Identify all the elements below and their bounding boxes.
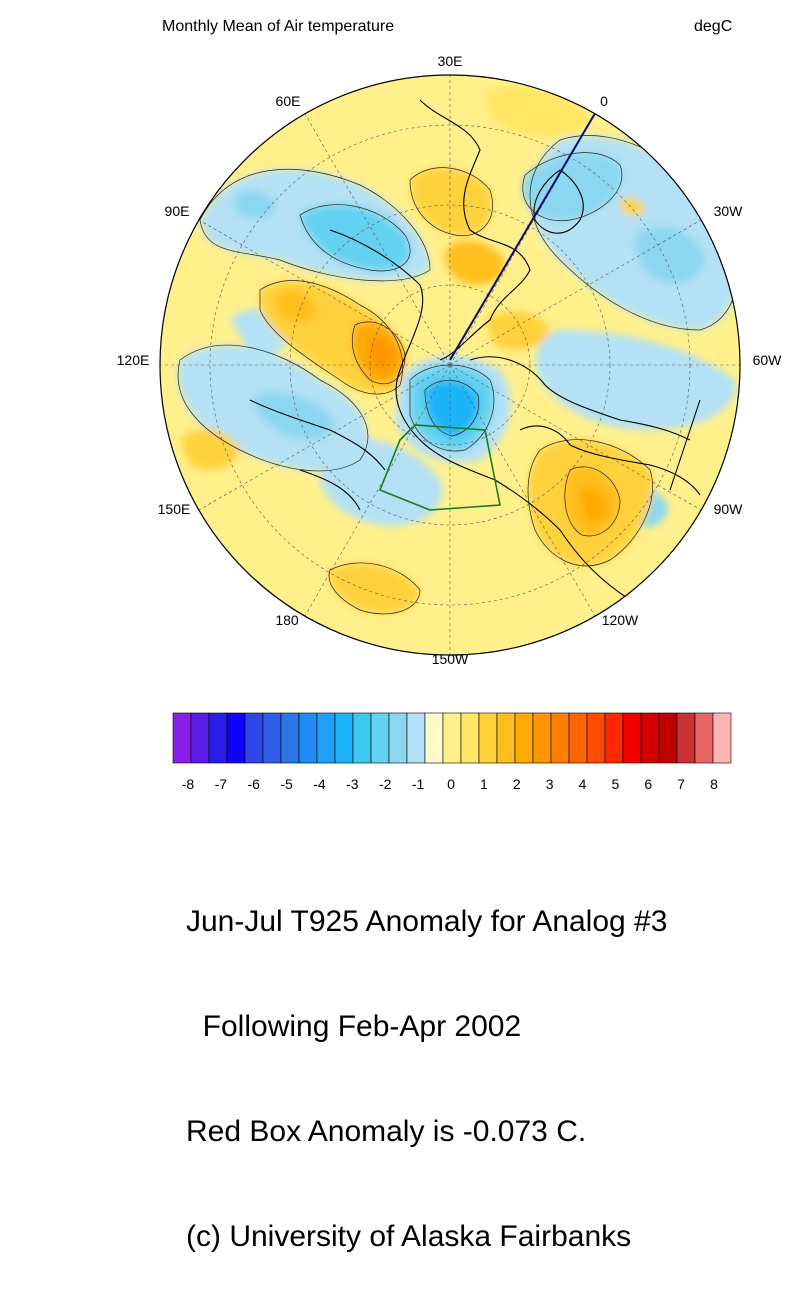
- colorbar-swatch: [370, 712, 390, 764]
- lon-label-30e: 30E: [438, 53, 463, 69]
- cold-region-bering: [320, 437, 442, 526]
- colorbar: [172, 712, 732, 764]
- cold-core-east-asia: [254, 391, 335, 440]
- warm-region-pacific-south: [180, 429, 240, 470]
- warm-region-north-eurasia: [486, 86, 590, 137]
- polar-map: 30E 0 30W 60W 90W 120W 150W 180 150E 120E 90E 60E: [117, 53, 783, 667]
- colorbar-swatch: [388, 712, 408, 764]
- colorbar-swatch: [334, 712, 354, 764]
- colorbar-swatch: [478, 712, 498, 764]
- cold-core-west-siberia: [300, 204, 411, 271]
- colorbar-swatch: [658, 712, 678, 764]
- colorbar-tick-label: 6: [644, 776, 653, 792]
- prime-meridian-line: [449, 109, 598, 361]
- cold-core-west-russia: [235, 190, 275, 219]
- colorbar-tick-label: 8: [710, 776, 718, 792]
- colorbar-swatch: [424, 712, 444, 764]
- colorbar-tick-label: 3: [545, 776, 554, 792]
- caption: Jun-Jul T925 Anomaly for Analog #3 Follo…: [186, 834, 667, 1289]
- lon-label-90e: 90E: [165, 203, 190, 219]
- colorbar-tick-label: -5: [280, 776, 293, 792]
- caption-line-3: Red Box Anomaly is -0.073 C.: [186, 1115, 587, 1148]
- colorbar-swatch: [604, 712, 624, 764]
- colorbar-tick-label: 0: [447, 776, 455, 792]
- cold-region-canada: [536, 330, 736, 430]
- lon-label-60e: 60E: [276, 93, 301, 109]
- lon-label-0: 0: [600, 93, 608, 109]
- colorbar-swatch: [568, 712, 588, 764]
- colorbar-tick-label: 4: [578, 776, 587, 792]
- colorbar-swatch: [640, 712, 660, 764]
- caption-line-4: (c) University of Alaska Fairbanks: [186, 1220, 632, 1253]
- map-units: degC: [694, 18, 733, 35]
- colorbar-tick-label: 1: [479, 776, 488, 792]
- colorbar-tick-label: -2: [379, 776, 392, 792]
- warm-region-north-pacific: [329, 562, 420, 614]
- lon-label-60w: 60W: [753, 352, 783, 368]
- warm-region-scandinavia: [410, 167, 493, 236]
- graticule: [160, 75, 740, 655]
- warm-core-urals: [275, 291, 318, 324]
- colorbar-swatch: [280, 712, 300, 764]
- colorbar-swatch: [586, 712, 606, 764]
- colorbar-swatch: [190, 712, 210, 764]
- colorbar-swatch: [442, 712, 462, 764]
- colorbar-swatch: [532, 712, 552, 764]
- longitude-labels: 30E 0 30W 60W 90W 120W 150W 180 150E 120E 90E 60E: [117, 53, 783, 667]
- map-boundary: [159, 74, 741, 656]
- colorbar-tick-label: -7: [214, 776, 228, 792]
- lon-label-180: 180: [275, 612, 299, 628]
- colorbar-swatch: [460, 712, 480, 764]
- coastlines: [249, 99, 701, 601]
- colorbar-swatch: [694, 712, 714, 764]
- cold-core-north-atlantic: [634, 226, 705, 284]
- colorbar-ticks: -8 -7 -6 -5 -4 -3 -2 -1 0 1 2 3 4 5 6 7 8: [0, 776, 800, 796]
- colorbar-tick-label: -8: [181, 776, 195, 792]
- colorbar-swatch: [244, 712, 264, 764]
- colorbar-swatch: [298, 712, 318, 764]
- colorbar-swatch: [352, 712, 372, 764]
- colorbar-swatch: [622, 712, 642, 764]
- cold-core-greenland: [522, 152, 622, 221]
- caption-line-2: Following Feb-Apr 2002: [186, 1010, 522, 1043]
- warm-peak-central-siberia: [368, 336, 396, 372]
- colorbar-tick-label: 2: [512, 776, 521, 792]
- caption-line-1: Jun-Jul T925 Anomaly for Analog #3: [186, 905, 668, 938]
- map-title: Monthly Mean of Air temperature: [162, 18, 395, 35]
- warm-core-baltic: [445, 241, 505, 285]
- lon-label-150w: 150W: [432, 651, 469, 667]
- colorbar-tick-label: -6: [247, 776, 260, 792]
- colorbar-swatch: [262, 712, 282, 764]
- lon-label-150e: 150E: [158, 501, 191, 517]
- colorbar-swatch: [406, 712, 426, 764]
- colorbar-swatch: [496, 712, 516, 764]
- colorbar-swatch: [676, 712, 696, 764]
- colorbar-swatch: [514, 712, 534, 764]
- colorbar-tick-label: 5: [611, 776, 620, 792]
- colorbar-swatch: [172, 712, 192, 764]
- cold-peak-arctic: [425, 380, 479, 436]
- colorbar-swatch: [208, 712, 228, 764]
- warm-peak-western-us: [580, 487, 608, 523]
- lon-label-90w: 90W: [714, 501, 744, 517]
- lon-label-120e: 120E: [117, 352, 150, 368]
- colorbar-swatch: [316, 712, 336, 764]
- colorbar-swatch: [226, 712, 246, 764]
- alaska-box: [378, 424, 501, 511]
- lon-label-30w: 30W: [714, 203, 744, 219]
- colorbar-tick-label: -3: [346, 776, 359, 792]
- lon-label-120w: 120W: [602, 612, 639, 628]
- colorbar-tick-label: -4: [313, 776, 326, 792]
- colorbar-swatch: [712, 712, 732, 764]
- colorbar-tick-label: 7: [677, 776, 686, 792]
- colorbar-swatch: [550, 712, 570, 764]
- warm-region-quebec: [485, 311, 550, 350]
- colorbar-tick-label: -1: [411, 776, 425, 792]
